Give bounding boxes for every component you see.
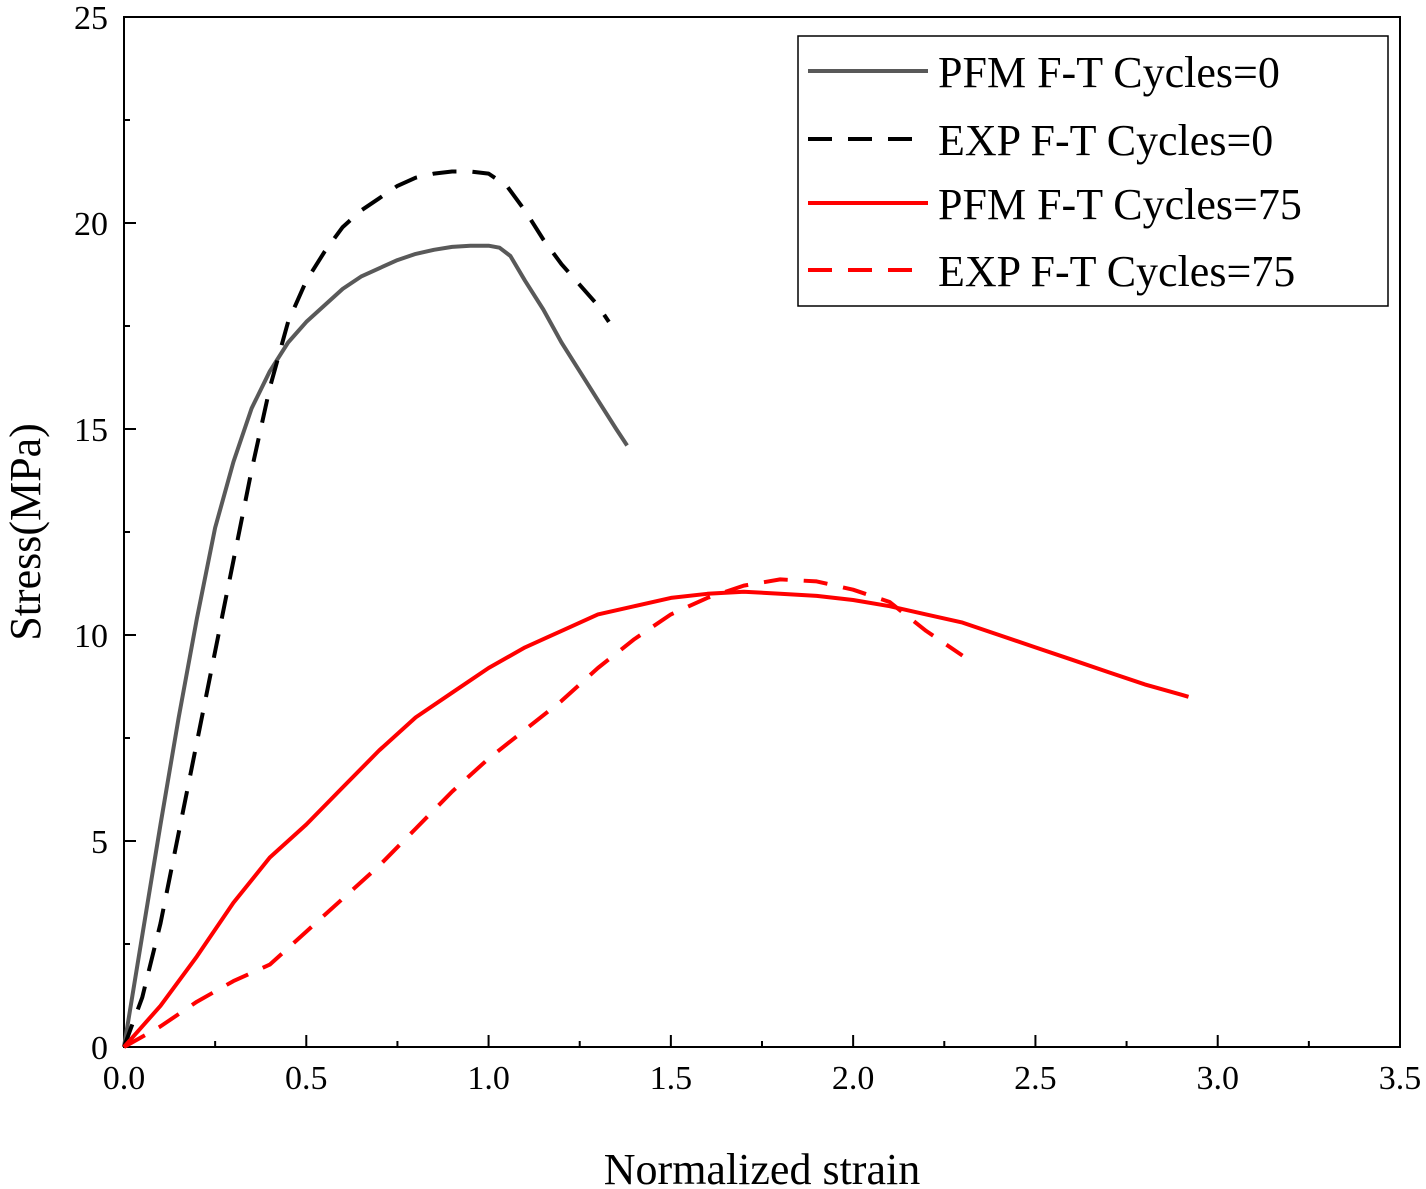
y-axis-title: Stress(MPa) xyxy=(1,423,50,641)
axis-ticks: 0.0 0.5 1.0 1.5 2.0 2.5 3.0 3.5 0 5 10 15 20 25 xyxy=(74,0,1421,1097)
legend-label-pfm-0: PFM F-T Cycles=0 xyxy=(938,48,1280,97)
y-tick-label-10: 10 xyxy=(74,618,108,655)
x-tick-label-0-5: 0.5 xyxy=(285,1060,328,1097)
y-tick-label-15: 15 xyxy=(74,412,108,449)
legend: PFM F-T Cycles=0 EXP F-T Cycles=0 PFM F-… xyxy=(797,35,1389,307)
x-tick-label-2-5: 2.5 xyxy=(1014,1060,1057,1097)
x-tick-label-3-5: 3.5 xyxy=(1379,1060,1422,1097)
exp-cycles-75-line xyxy=(123,577,964,1049)
legend-box xyxy=(797,35,1389,307)
y-tick-label-25: 25 xyxy=(74,0,108,37)
x-tick-label-3-0: 3.0 xyxy=(1196,1060,1239,1097)
pfm-cycles-75-line xyxy=(122,589,1190,1049)
series-layer xyxy=(122,169,1190,1049)
y-tick-label-5: 5 xyxy=(91,824,108,861)
x-tick-label-1-5: 1.5 xyxy=(650,1060,693,1097)
x-tick-label-2-0: 2.0 xyxy=(832,1060,875,1097)
x-tick-label-1-0: 1.0 xyxy=(467,1060,510,1097)
legend-label-exp-0: EXP F-T Cycles=0 xyxy=(938,116,1273,165)
legend-label-pfm-75: PFM F-T Cycles=75 xyxy=(938,180,1302,229)
x-axis-title: Normalized strain xyxy=(604,1145,920,1189)
exp-cycles-0-line xyxy=(122,169,611,1048)
y-tick-label-20: 20 xyxy=(74,206,108,243)
legend-label-exp-75: EXP F-T Cycles=75 xyxy=(938,247,1295,296)
x-tick-label-0-0: 0.0 xyxy=(103,1060,146,1097)
pfm-cycles-0-line xyxy=(122,243,629,1048)
y-tick-label-0: 0 xyxy=(91,1030,108,1067)
